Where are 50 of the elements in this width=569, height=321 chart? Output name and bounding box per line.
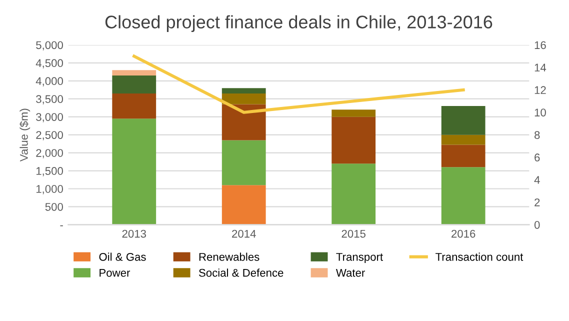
bar: [222, 104, 266, 140]
bar: [332, 164, 376, 225]
bar: [332, 116, 376, 164]
y-axis-title: Value ($m): [20, 108, 30, 162]
bar: [112, 76, 156, 94]
bar: [222, 140, 266, 186]
y2-tick-label: 12: [534, 86, 546, 94]
x-tick-label: 2014: [232, 230, 256, 238]
bar: [332, 110, 376, 117]
bar: [441, 134, 486, 145]
y-tick-label: 2,000: [36, 149, 63, 158]
y2-tick-label: 0: [534, 220, 540, 229]
y-tick-label: 1,500: [36, 167, 63, 176]
bar: [112, 70, 156, 76]
y-tick-label: 5,000: [36, 41, 63, 50]
legend-label: Social & Defence: [198, 268, 284, 277]
y-tick-label: 500: [45, 202, 63, 211]
x-tick-label: 2016: [452, 230, 476, 238]
legend-label: Water: [336, 268, 365, 277]
legend-label: Renewables: [199, 252, 260, 261]
bar: [441, 167, 486, 225]
bar: [222, 93, 266, 104]
line-series: [132, 54, 465, 114]
y2-tick-label: 16: [534, 41, 546, 50]
bar: [222, 185, 266, 225]
bar: [441, 144, 486, 168]
y2-tick-label: 8: [534, 131, 540, 139]
bar: [441, 106, 486, 135]
legend-label: Power: [100, 268, 130, 277]
y2-tick-label: 14: [534, 64, 546, 72]
y2-tick-label: 2: [534, 198, 540, 206]
legend-label: Oil & Gas: [99, 252, 146, 261]
y-tick-label: -: [60, 225, 63, 226]
bar: [112, 118, 156, 225]
bar: [222, 88, 266, 94]
x-tick-label: 2013: [122, 230, 146, 238]
legend-label: Transport: [336, 253, 383, 264]
y-tick-label: 3,500: [36, 95, 63, 104]
y2-tick-label: 4: [534, 176, 540, 184]
legend-label: Transaction count: [436, 252, 524, 261]
chart-title: Closed project finance deals in Chile, 2013-2016: [105, 15, 492, 32]
x-tick-label: 2015: [342, 230, 366, 238]
y2-tick-label: 6: [534, 154, 540, 162]
y-tick-label: 3,000: [36, 113, 63, 122]
y2-tick-label: 10: [534, 108, 546, 116]
y-tick-label: 4,500: [36, 59, 63, 68]
y-tick-label: 4,000: [36, 77, 63, 86]
y-tick-label: 2,500: [36, 131, 63, 140]
bar: [112, 93, 156, 119]
y-tick-label: 1,000: [36, 185, 63, 194]
